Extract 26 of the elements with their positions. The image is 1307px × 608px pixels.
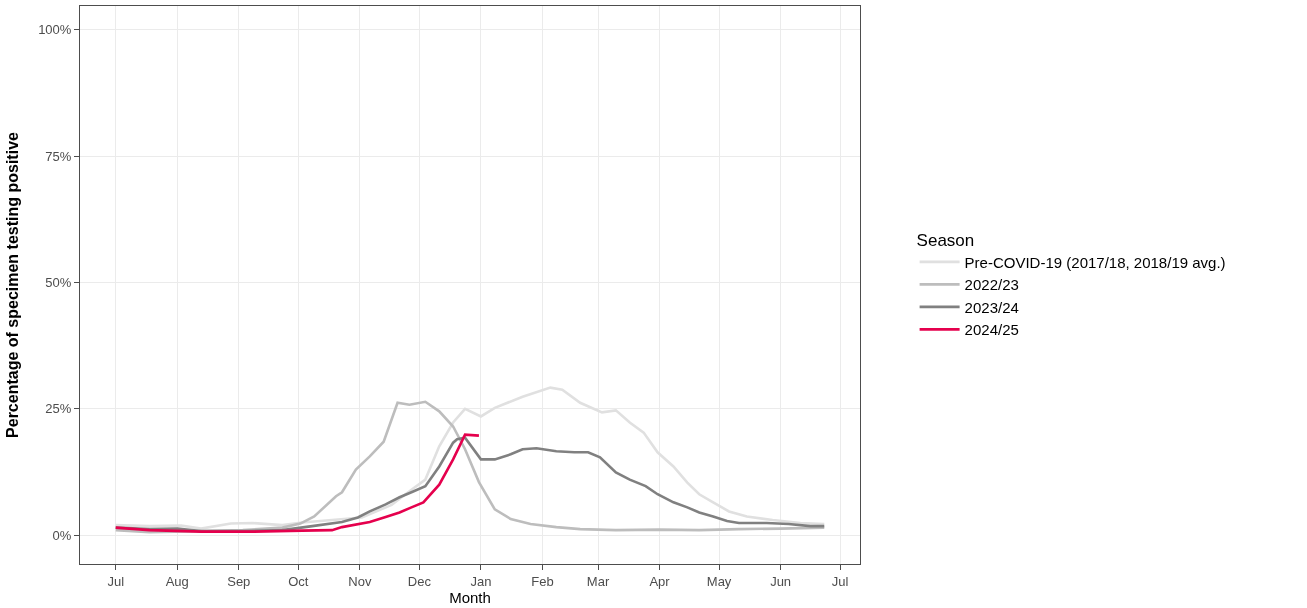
- x-tick-label: Sep: [227, 573, 251, 589]
- x-tick-label: May: [706, 573, 732, 589]
- legend-label: Pre-COVID-19 (2017/18, 2018/19 avg.): [964, 253, 1226, 271]
- x-tick-label: Jul: [107, 573, 125, 589]
- y-tick-label: 25%: [45, 401, 72, 417]
- x-tick-label: Dec: [407, 573, 432, 589]
- line-series: [114, 433, 481, 533]
- x-tick-label: Feb: [531, 573, 554, 589]
- x-tick-label: Jul: [831, 573, 849, 589]
- legend-title: Season: [916, 230, 975, 250]
- x-tick-label: Jan: [470, 573, 492, 589]
- legend-label: 2022/23: [964, 276, 1019, 294]
- x-axis-title: Month: [449, 588, 491, 606]
- x-tick-label: Aug: [165, 573, 189, 589]
- x-tick-label: Nov: [348, 573, 372, 589]
- y-tick-label: 100%: [38, 22, 72, 38]
- x-tick-label: Apr: [649, 573, 671, 589]
- x-tick-label: Jun: [770, 573, 792, 589]
- x-tick-label: Oct: [288, 573, 309, 589]
- y-tick-label: 75%: [45, 148, 72, 164]
- legend-label: 2023/24: [964, 298, 1019, 316]
- legend-label: 2024/25: [964, 321, 1019, 339]
- y-tick-label: 50%: [45, 275, 72, 291]
- x-tick-label: Mar: [586, 573, 610, 589]
- y-axis-title: Percentage of specimen testing positive: [4, 131, 22, 438]
- y-tick-label: 0%: [52, 527, 72, 543]
